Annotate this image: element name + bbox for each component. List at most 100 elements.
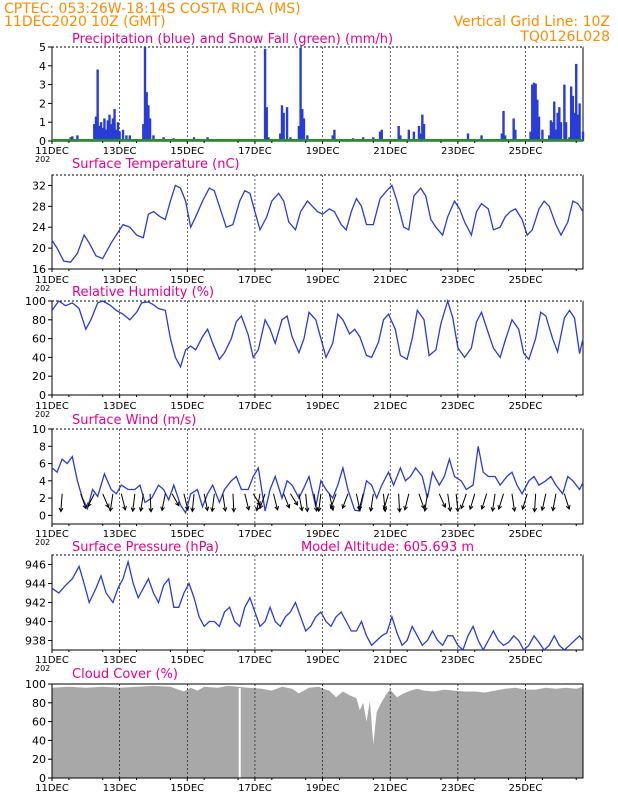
- wind-xtick-label: 25DEC: [509, 529, 543, 540]
- precip-bar: [109, 124, 113, 141]
- model-id-label: TQ0126L028: [519, 29, 610, 45]
- wind-year-fragment: 202: [35, 538, 50, 547]
- wind-wind-arrowhead: [423, 507, 428, 513]
- precip-bar: [529, 131, 532, 141]
- pressure-ytick-label: 946: [25, 559, 46, 572]
- precip-bar: [263, 48, 267, 141]
- wind-wind-arrow: [222, 493, 226, 512]
- wind-wind-arrowhead: [130, 507, 136, 513]
- temp-xtick-label: 17DEC: [238, 275, 272, 286]
- wind-wind-arrowhead: [175, 501, 180, 507]
- meteogram-header: CPTEC: 053:26W-18:14S COSTA RICA (MS) 11…: [4, 1, 610, 45]
- wind-wind-arrowhead: [551, 506, 556, 512]
- temp-ytick-label: 20: [32, 242, 46, 255]
- pressure-xtick-label: 23DEC: [441, 655, 475, 666]
- wind-wind-arrow: [191, 493, 195, 512]
- cloud-title: Cloud Cover (%): [72, 667, 178, 682]
- wind-wind-arrow: [552, 493, 557, 511]
- pressure-xtick-label: 25DEC: [509, 655, 543, 666]
- wind-xtick-label: 11DEC: [35, 529, 69, 540]
- temp-series-line: [51, 184, 584, 263]
- wind-wind-arrowhead: [511, 507, 517, 513]
- wind-wind-arrow: [541, 493, 547, 511]
- wind-wind-arrowhead: [108, 507, 114, 513]
- precip-bar: [115, 129, 118, 141]
- cloud-xtick-label: 25DEC: [509, 783, 543, 794]
- precip-bar: [551, 122, 554, 141]
- precip-bar: [569, 86, 573, 141]
- precip-ytick-label: 5: [39, 41, 46, 54]
- precip-bar: [380, 129, 383, 141]
- grid-line-note: Vertical Grid Line: 10Z: [454, 14, 610, 30]
- wind-wind-arrow: [418, 493, 425, 509]
- wind-wind-arrowhead: [357, 505, 363, 511]
- temp-xtick-label: 11DEC: [35, 275, 69, 286]
- wind-wind-arrow: [283, 493, 290, 509]
- precip-bar: [101, 127, 104, 141]
- cloud-xtick-label: 15DEC: [170, 783, 204, 794]
- wind-wind-arrowhead: [82, 504, 88, 510]
- wind-wind-arrowhead: [274, 505, 280, 511]
- pressure-panel: 11DEC 13DEC 15DEC 17DEC 19DEC 21DEC 23DEC 25DEC…: [25, 540, 584, 673]
- wind-wind-arrowhead: [403, 505, 408, 511]
- wind-wind-arrow: [438, 493, 446, 508]
- wind-ytick-label: 0: [39, 509, 46, 522]
- wind-wind-arrow: [491, 493, 496, 512]
- rh-year-fragment: 202: [35, 410, 50, 419]
- pressure-title: Surface Pressure (hPa): [72, 540, 219, 555]
- precip-bar: [282, 112, 285, 141]
- precip-bar: [556, 112, 559, 141]
- cloud-ytick-label: 0: [39, 772, 46, 785]
- wind-wind-arrowhead: [231, 507, 237, 513]
- precip-bar: [147, 105, 150, 141]
- wind-wind-arrow: [424, 493, 428, 512]
- precip-ytick-label: 1: [39, 116, 46, 129]
- wind-wind-arrowhead: [184, 505, 190, 511]
- wind-wind-arrowhead: [304, 507, 310, 513]
- wind-wind-arrow: [330, 493, 337, 509]
- rh-title: Relative Humidity (%): [72, 285, 214, 300]
- wind-wind-arrow: [211, 493, 215, 512]
- pressure-xtick-label: 19DEC: [306, 655, 340, 666]
- wind-wind-arrowhead: [329, 504, 335, 510]
- wind-wind-arrow: [232, 493, 235, 512]
- cloud-xtick-label: 13DEC: [103, 783, 137, 794]
- precip-bar: [512, 118, 515, 141]
- cloud-xtick-label: 17DEC: [238, 783, 272, 794]
- wind-wind-arrow: [109, 493, 114, 512]
- rh-ytick-label: 100: [25, 295, 46, 308]
- wind-wind-arrowhead: [204, 506, 210, 512]
- pressure-ytick-label: 940: [25, 616, 46, 629]
- precip-bar: [412, 131, 416, 141]
- temp-ytick-label: 16: [32, 263, 46, 276]
- precip-bar: [302, 118, 306, 141]
- wind-wind-arrow: [298, 493, 303, 511]
- precip-bar: [564, 122, 568, 141]
- wind-xtick-label: 15DEC: [170, 529, 204, 540]
- precip-bar: [98, 125, 101, 141]
- precip-xtick-label: 23DEC: [441, 146, 475, 157]
- precip-bar: [514, 129, 517, 141]
- temp-xtick-label: 23DEC: [441, 275, 475, 286]
- wind-wind-arrow: [534, 493, 537, 512]
- wind-wind-arrowhead: [255, 506, 260, 512]
- temp-xtick-label: 19DEC: [306, 275, 340, 286]
- wind-wind-arrow: [404, 493, 410, 510]
- precip-bar: [399, 135, 402, 141]
- rh-xtick-label: 25DEC: [509, 401, 543, 412]
- precip-bar: [504, 135, 507, 141]
- precip-bar: [397, 125, 400, 141]
- precip-bar: [111, 118, 115, 141]
- precip-bar: [148, 118, 152, 141]
- pressure-series-line: [51, 559, 584, 652]
- precip-bar: [94, 116, 98, 141]
- wind-wind-arrowhead: [460, 504, 465, 510]
- rh-xtick-label: 13DEC: [103, 401, 137, 412]
- wind-wind-arrowhead: [258, 504, 264, 510]
- rh-ytick-label: 40: [32, 351, 46, 364]
- precip-bar: [76, 135, 79, 141]
- precip-bar: [125, 135, 128, 141]
- precip-bar: [285, 107, 289, 141]
- precip-ytick-label: 3: [39, 79, 46, 92]
- precip-bar: [118, 131, 121, 141]
